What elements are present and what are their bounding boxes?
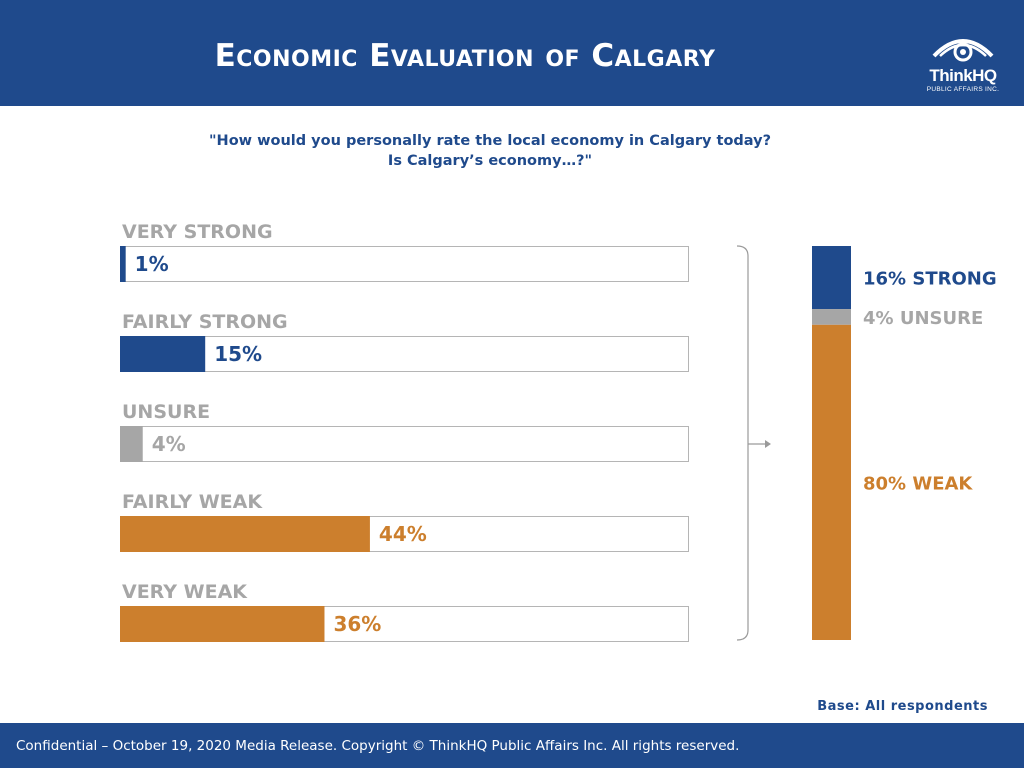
category-label: VERY STRONG (122, 221, 273, 243)
logo-subtitle: PUBLIC AFFAIRS INC. (926, 86, 1000, 93)
category-label: FAIRLY STRONG (122, 311, 288, 333)
horizontal-bar-chart: VERY STRONG 1% FAIRLY STRONG 15% UNSURE 4% FAI… (120, 221, 689, 642)
bar (120, 516, 370, 552)
stacked-summary-bar: 16% STRONG 4% UNSURE 80% WEAK (812, 246, 997, 640)
stack-segment-weak (812, 324, 851, 640)
question-line-1: "How would you personally rate the local… (209, 133, 771, 149)
value-label: 36% (333, 612, 381, 636)
logo-name: ThinkHQ (929, 66, 997, 85)
stack-label-strong: 16% STRONG (863, 269, 997, 290)
stack-segment-strong (812, 246, 851, 310)
value-label: 44% (379, 522, 427, 546)
value-label: 15% (214, 342, 262, 366)
value-label: 1% (135, 252, 169, 276)
stack-label-weak: 80% WEAK (863, 473, 973, 494)
bracket (736, 245, 749, 641)
bar (120, 606, 325, 642)
eye-swirl-icon (932, 39, 994, 62)
header-bar: Economic Evaluation of Calgary ThinkHQ P… (0, 0, 1024, 106)
bracket-arrow (736, 245, 771, 641)
bar-track (120, 426, 689, 462)
stack-segment-unsure (812, 309, 851, 325)
category-label: VERY WEAK (122, 581, 248, 603)
bar-track (120, 336, 689, 372)
category-label: FAIRLY WEAK (122, 491, 263, 513)
category-label: UNSURE (122, 401, 210, 423)
bar (120, 336, 206, 372)
footer-bar: Confidential – October 19, 2020 Media Re… (0, 723, 1024, 768)
stack-label-unsure: 4% UNSURE (863, 308, 983, 329)
base-note: Base: All respondents (817, 699, 988, 714)
bar-track (120, 246, 689, 282)
value-label: 4% (152, 432, 186, 456)
question-line-2: Is Calgary’s economy…?" (387, 153, 593, 169)
survey-question: "How would you personally rate the local… (120, 131, 860, 171)
page-title: Economic Evaluation of Calgary (214, 38, 716, 74)
bar (120, 426, 143, 462)
arrow-head (765, 440, 771, 448)
bar (120, 246, 126, 282)
footer-copyright: Confidential – October 19, 2020 Media Re… (16, 738, 740, 754)
logo: ThinkHQ PUBLIC AFFAIRS INC. (920, 30, 1010, 96)
